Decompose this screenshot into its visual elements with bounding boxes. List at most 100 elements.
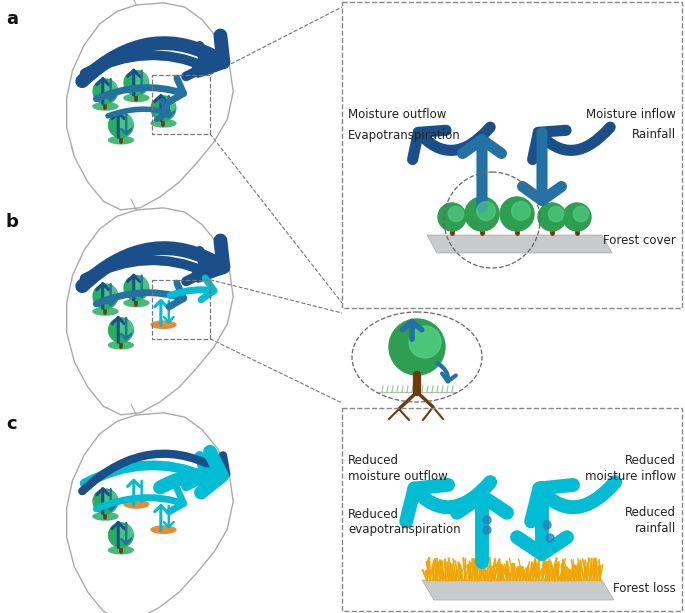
Circle shape	[103, 287, 117, 301]
Circle shape	[93, 489, 118, 514]
Circle shape	[483, 526, 491, 534]
FancyArrowPatch shape	[105, 79, 116, 100]
Ellipse shape	[92, 102, 119, 111]
FancyArrowPatch shape	[164, 96, 174, 117]
Circle shape	[438, 203, 466, 231]
FancyArrowPatch shape	[137, 276, 147, 297]
Bar	[342, 408, 682, 611]
Text: Moisture inflow: Moisture inflow	[586, 109, 676, 121]
FancyArrowPatch shape	[127, 70, 140, 95]
FancyArrowPatch shape	[121, 318, 131, 339]
Circle shape	[134, 278, 148, 292]
FancyArrowPatch shape	[97, 78, 184, 102]
FancyArrowPatch shape	[105, 489, 116, 510]
Ellipse shape	[92, 307, 119, 316]
FancyArrowPatch shape	[121, 523, 131, 544]
FancyArrowPatch shape	[155, 300, 167, 326]
Polygon shape	[422, 580, 614, 600]
Circle shape	[573, 207, 588, 222]
Bar	[342, 2, 682, 308]
FancyArrowPatch shape	[532, 127, 610, 159]
FancyArrowPatch shape	[108, 101, 169, 120]
FancyArrowPatch shape	[155, 506, 167, 530]
FancyArrowPatch shape	[97, 488, 184, 512]
Circle shape	[389, 319, 445, 375]
FancyArrowPatch shape	[164, 506, 174, 527]
Text: a: a	[6, 10, 18, 28]
Ellipse shape	[108, 135, 134, 145]
Bar	[152, 75, 210, 134]
Circle shape	[124, 70, 149, 95]
Ellipse shape	[150, 119, 177, 128]
FancyArrowPatch shape	[402, 321, 422, 339]
Circle shape	[161, 99, 175, 113]
FancyArrowPatch shape	[112, 318, 125, 342]
FancyArrowPatch shape	[517, 488, 567, 554]
Ellipse shape	[150, 321, 177, 329]
Text: Reduced
rainfall: Reduced rainfall	[625, 506, 676, 535]
Circle shape	[119, 321, 132, 335]
FancyArrowPatch shape	[105, 284, 116, 305]
Ellipse shape	[150, 525, 177, 534]
Circle shape	[548, 207, 564, 222]
FancyArrowPatch shape	[112, 113, 125, 137]
Circle shape	[103, 82, 117, 96]
Circle shape	[151, 96, 176, 121]
Circle shape	[512, 202, 530, 220]
Circle shape	[134, 73, 148, 87]
FancyArrowPatch shape	[85, 251, 206, 281]
FancyArrowPatch shape	[82, 454, 226, 491]
Text: Reduced
evapotranspiration: Reduced evapotranspiration	[348, 508, 460, 536]
Polygon shape	[427, 235, 612, 253]
Circle shape	[124, 276, 149, 300]
FancyArrowPatch shape	[462, 140, 501, 207]
Bar	[152, 280, 210, 339]
FancyArrowPatch shape	[121, 113, 131, 134]
FancyArrowPatch shape	[412, 127, 490, 159]
FancyArrowPatch shape	[170, 278, 214, 300]
FancyArrowPatch shape	[457, 496, 507, 562]
FancyArrowPatch shape	[85, 456, 206, 486]
FancyArrowPatch shape	[85, 46, 206, 77]
FancyArrowPatch shape	[160, 452, 222, 492]
Text: c: c	[6, 415, 16, 433]
Circle shape	[448, 207, 464, 222]
Text: Rainfall: Rainfall	[632, 129, 676, 142]
Circle shape	[546, 534, 554, 542]
FancyArrowPatch shape	[97, 284, 109, 308]
FancyArrowPatch shape	[523, 133, 562, 200]
FancyArrowPatch shape	[127, 480, 140, 505]
FancyArrowPatch shape	[164, 301, 174, 322]
FancyArrowPatch shape	[155, 96, 167, 120]
FancyArrowPatch shape	[97, 489, 109, 514]
Text: Reduced
moisture inflow: Reduced moisture inflow	[585, 454, 676, 482]
Ellipse shape	[123, 94, 149, 102]
Circle shape	[563, 203, 591, 231]
Circle shape	[109, 113, 133, 137]
FancyArrowPatch shape	[112, 522, 125, 547]
FancyArrowPatch shape	[97, 78, 109, 104]
Text: Evapotranspiration: Evapotranspiration	[348, 129, 461, 142]
Circle shape	[500, 197, 534, 231]
Circle shape	[538, 203, 566, 231]
Ellipse shape	[108, 341, 134, 349]
Circle shape	[93, 79, 118, 104]
FancyArrowPatch shape	[97, 283, 184, 307]
Circle shape	[543, 521, 551, 529]
Text: Forest cover: Forest cover	[603, 234, 676, 246]
FancyArrowPatch shape	[82, 36, 223, 81]
Text: Forest loss: Forest loss	[613, 582, 676, 595]
FancyArrowPatch shape	[531, 482, 615, 522]
Circle shape	[465, 197, 499, 231]
FancyArrowPatch shape	[127, 275, 140, 300]
FancyArrowPatch shape	[406, 482, 490, 522]
Ellipse shape	[108, 546, 134, 555]
Circle shape	[109, 318, 133, 343]
Circle shape	[483, 516, 491, 524]
Circle shape	[109, 523, 133, 547]
Circle shape	[93, 284, 118, 309]
Ellipse shape	[92, 512, 119, 520]
Circle shape	[119, 115, 132, 129]
Ellipse shape	[123, 299, 149, 307]
Circle shape	[477, 202, 495, 220]
